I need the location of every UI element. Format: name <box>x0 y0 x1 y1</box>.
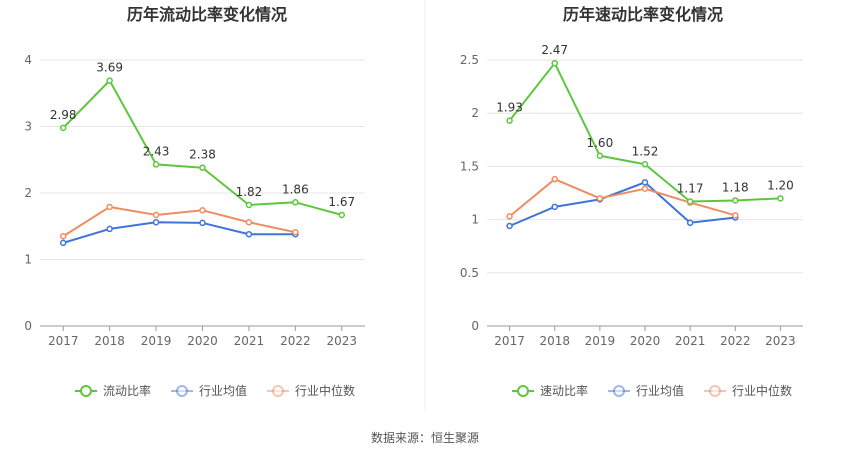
data-point <box>106 77 113 84</box>
current-ratio-chart: 历年流动比率变化情况 0 1 2 3 4 2017 2018 2019 2020 2021 2022 2… <box>24 5 365 398</box>
y-tick-label: 1 <box>471 213 479 227</box>
data-label: 1.86 <box>282 182 309 196</box>
data-point <box>686 198 694 205</box>
data-label: 1.20 <box>767 178 794 192</box>
data-point <box>732 197 739 204</box>
chart-title: 历年速动比率变化情况 <box>563 5 723 24</box>
series-line <box>62 221 296 244</box>
data-point <box>106 225 113 233</box>
data-point <box>732 212 739 219</box>
x-tick-label: 2020 <box>630 334 661 348</box>
data-point <box>152 219 160 226</box>
data-label: 1.82 <box>236 185 263 199</box>
data-point <box>596 195 604 202</box>
data-point <box>245 230 253 238</box>
x-tick-label: 2022 <box>720 334 751 348</box>
data-label: 1.18 <box>722 180 749 194</box>
data-point <box>199 207 206 214</box>
data-point <box>106 203 113 211</box>
data-point <box>641 185 649 192</box>
data-source-note: 数据来源：恒生聚源 <box>371 430 479 445</box>
y-tick-label: 2 <box>471 106 479 120</box>
x-tick-label: 2023 <box>327 334 358 348</box>
y-tick-label: 0 <box>24 319 32 333</box>
legend-swatch-marker <box>709 385 721 397</box>
chart-title: 历年流动比率变化情况 <box>127 5 287 24</box>
legend-label: 行业中位数 <box>295 383 355 398</box>
y-tick-label: 1 <box>24 253 32 267</box>
x-tick-label: 2017 <box>48 334 79 348</box>
data-point <box>245 201 253 209</box>
data-label: 3.69 <box>96 61 123 75</box>
data-point <box>199 164 206 171</box>
legend-label: 流动比率 <box>103 383 151 398</box>
data-label: 2.43 <box>143 144 170 158</box>
y-tick-label: 0 <box>471 319 479 333</box>
x-tick-label: 2019 <box>141 334 172 348</box>
y-tick-label: 3 <box>24 120 32 134</box>
legend-swatch-marker <box>176 385 188 397</box>
y-tick-label: 4 <box>24 53 32 67</box>
data-point <box>506 213 513 220</box>
data-point <box>59 239 67 247</box>
legend-label: 速动比率 <box>540 383 588 398</box>
data-point <box>506 222 513 230</box>
data-point <box>292 228 299 236</box>
data-point <box>152 161 160 168</box>
legend-swatch-marker <box>272 385 284 397</box>
data-point <box>506 117 513 124</box>
data-label: 1.67 <box>328 195 355 209</box>
data-point <box>551 175 558 183</box>
data-label: 2.47 <box>541 43 568 57</box>
data-point <box>59 124 67 132</box>
x-tick-label: 2018 <box>539 334 570 348</box>
legend-swatch-marker <box>80 385 92 397</box>
data-point <box>245 219 253 226</box>
legend-label: 行业均值 <box>199 383 247 398</box>
data-point <box>292 199 299 206</box>
y-tick-label: 1.5 <box>460 159 479 173</box>
legend-swatch-marker <box>517 385 529 397</box>
data-point <box>551 59 558 67</box>
legend-swatch-marker <box>613 385 625 397</box>
series-line <box>62 205 296 238</box>
data-point <box>338 211 346 219</box>
data-label: 1.60 <box>586 136 613 150</box>
data-label: 1.17 <box>677 182 704 196</box>
x-tick-label: 2017 <box>494 334 525 348</box>
data-label: 1.52 <box>632 144 659 158</box>
series-line <box>508 178 736 218</box>
data-point <box>551 203 558 211</box>
data-point <box>641 179 649 186</box>
data-point <box>686 219 694 227</box>
data-point <box>152 211 160 219</box>
y-tick-label: 2 <box>24 186 32 200</box>
x-tick-label: 2023 <box>765 334 796 348</box>
data-point <box>596 152 604 160</box>
data-point <box>777 195 784 202</box>
data-point <box>199 219 206 227</box>
legend-label: 行业均值 <box>636 383 684 398</box>
data-point <box>59 232 67 240</box>
y-tick-label: 2.5 <box>460 53 479 67</box>
x-tick-label: 2018 <box>94 334 125 348</box>
x-tick-label: 2022 <box>280 334 311 348</box>
x-tick-label: 2019 <box>585 334 616 348</box>
series-line <box>509 181 736 227</box>
y-tick-label: 0.5 <box>460 266 479 280</box>
x-tick-label: 2021 <box>234 334 265 348</box>
x-tick-label: 2020 <box>187 334 218 348</box>
data-label: 2.38 <box>189 148 216 162</box>
x-tick-label: 2021 <box>675 334 706 348</box>
data-point <box>641 161 649 168</box>
data-label: 2.98 <box>50 108 77 122</box>
data-label: 1.93 <box>496 101 523 115</box>
legend-label: 行业中位数 <box>732 383 792 398</box>
